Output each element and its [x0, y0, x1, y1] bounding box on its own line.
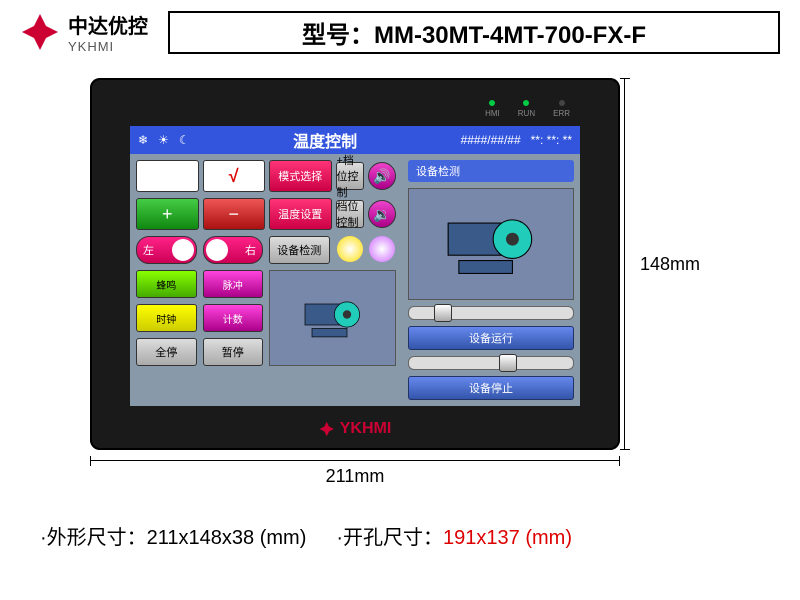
- hmi-device: HMI RUN ERR ❄ ☀ ☾ 温度控制 ####/##/## **: **…: [90, 78, 620, 450]
- height-dimension: 148mm: [624, 78, 700, 450]
- device-brand-logo: YKHMI: [319, 420, 392, 438]
- led-run: RUN: [518, 100, 535, 118]
- weather-icon: ☀: [158, 133, 169, 147]
- date-display: ####/##/##: [461, 133, 521, 147]
- volume-down-icon[interactable]: 🔉: [368, 200, 396, 228]
- slider-2[interactable]: [408, 356, 574, 370]
- buzz-button[interactable]: 蜂鸣: [136, 270, 197, 298]
- minus-button[interactable]: −: [203, 198, 266, 230]
- logo-icon-small: [319, 421, 335, 437]
- brand-name-cn: 中达优控: [68, 10, 148, 39]
- gear-ctrl-button[interactable]: 档位控制: [336, 200, 365, 228]
- width-dimension: 211mm: [90, 460, 620, 487]
- yellow-indicator: [337, 236, 363, 262]
- snow-icon: ❄: [138, 133, 148, 147]
- device-panel: 设备检测 设备运行 设备停止: [402, 154, 580, 406]
- device-check-button[interactable]: 设备检测: [269, 236, 330, 264]
- device-check-title: 设备检测: [408, 160, 574, 182]
- led-hmi: HMI: [485, 100, 500, 118]
- mode-select-button[interactable]: 模式选择: [269, 160, 332, 192]
- control-grid: √ 模式选择 +档位控制🔊 + − 温度设置 档位控制🔉 左 右 设备检测 蜂鸣…: [130, 154, 402, 406]
- spec-footer: ·外形尺寸：211x148x38 (mm) ·开孔尺寸：191x137 (mm): [40, 521, 572, 550]
- logo-icon: [20, 12, 60, 52]
- volume-up-icon[interactable]: 🔊: [368, 162, 396, 190]
- gear-plus-button[interactable]: +档位控制: [336, 162, 365, 190]
- width-value: 211mm: [90, 466, 620, 487]
- height-value: 148mm: [640, 254, 700, 275]
- outer-dim-spec: ·外形尺寸：211x148x38 (mm): [40, 521, 306, 550]
- screen-title: 温度控制: [293, 128, 357, 152]
- hole-dim-spec: ·开孔尺寸：191x137 (mm): [336, 521, 572, 550]
- check-button[interactable]: √: [203, 160, 266, 192]
- motor-icon-large: [436, 207, 546, 282]
- model-value: MM-30MT-4MT-700-FX-F: [374, 22, 646, 49]
- motor-preview-small: [269, 270, 396, 366]
- motor-preview-large: [408, 188, 574, 300]
- pulse-button[interactable]: 脉冲: [203, 270, 264, 298]
- plus-button[interactable]: +: [136, 198, 199, 230]
- moon-icon: ☾: [179, 133, 190, 147]
- model-label: 型号：: [302, 22, 374, 49]
- led-indicators: HMI RUN ERR: [485, 100, 570, 118]
- temp-set-button[interactable]: 温度设置: [269, 198, 332, 230]
- slider-1[interactable]: [408, 306, 574, 320]
- brand-name-en: YKHMI: [68, 39, 148, 54]
- device-run-button[interactable]: 设备运行: [408, 326, 574, 350]
- time-display: **: **: **: [531, 133, 572, 147]
- clock-button[interactable]: 时钟: [136, 304, 197, 332]
- hmi-screen: ❄ ☀ ☾ 温度控制 ####/##/## **: **: ** √ 模式选择 …: [130, 126, 580, 406]
- led-err: ERR: [553, 100, 570, 118]
- pause-button[interactable]: 暂停: [203, 338, 264, 366]
- all-stop-button[interactable]: 全停: [136, 338, 197, 366]
- motor-icon: [298, 293, 368, 343]
- blank-button-1[interactable]: [136, 160, 199, 192]
- left-toggle[interactable]: 左: [136, 236, 197, 264]
- right-toggle[interactable]: 右: [203, 236, 264, 264]
- screen-titlebar: ❄ ☀ ☾ 温度控制 ####/##/## **: **: **: [130, 126, 580, 154]
- model-box: 型号：MM-30MT-4MT-700-FX-F: [168, 11, 780, 54]
- page-header: 中达优控 YKHMI 型号：MM-30MT-4MT-700-FX-F: [0, 0, 800, 64]
- purple-indicator: [369, 236, 395, 262]
- brand-logo: 中达优控 YKHMI: [20, 10, 148, 54]
- count-button[interactable]: 计数: [203, 304, 264, 332]
- device-stop-button[interactable]: 设备停止: [408, 376, 574, 400]
